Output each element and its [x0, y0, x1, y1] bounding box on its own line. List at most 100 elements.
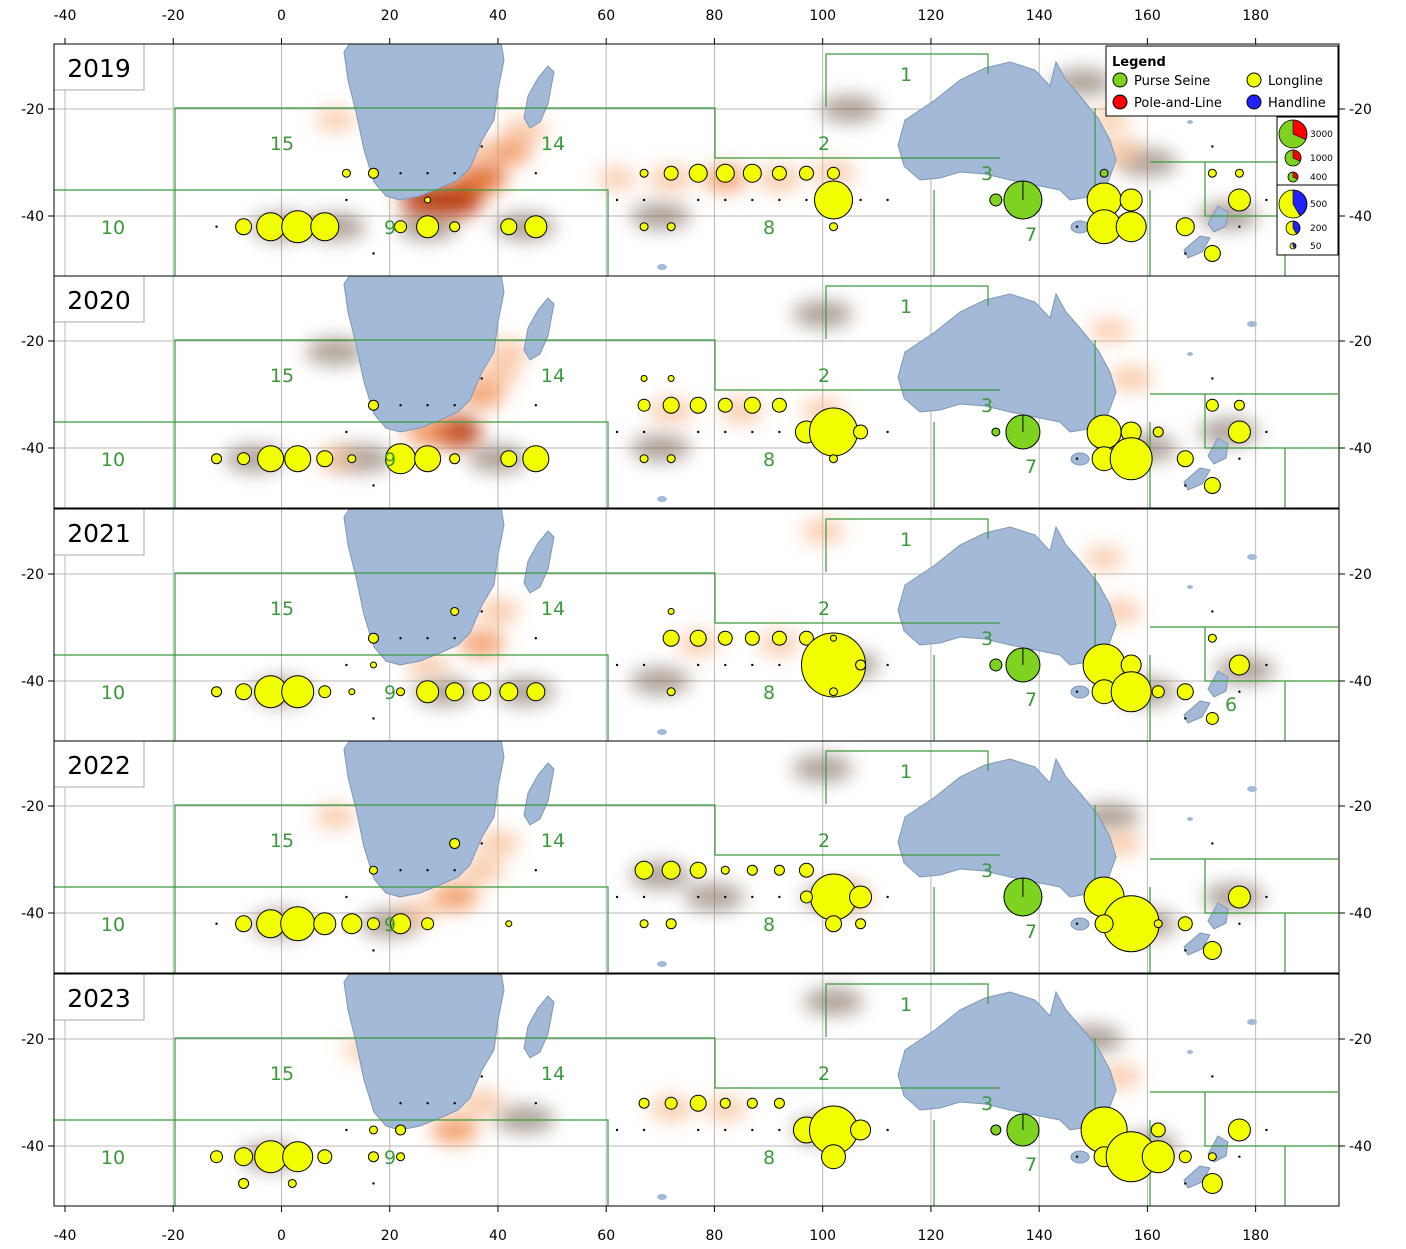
catch-density [476, 598, 520, 625]
low-catch-point [345, 663, 348, 667]
y-tick-label: -20 [21, 799, 44, 815]
area-label: 1 [900, 761, 912, 783]
low-catch-point [642, 663, 646, 667]
area-label: 10 [101, 682, 125, 704]
low-catch-point [399, 172, 402, 175]
longline-catch [1119, 188, 1143, 212]
catch-density [801, 518, 844, 544]
low-catch-point [1184, 252, 1187, 255]
area-label: 10 [101, 914, 125, 936]
legend-swatch [1112, 72, 1128, 88]
purse-seine-catch [989, 658, 1003, 672]
longline-catch [742, 163, 762, 183]
longline-catch [720, 865, 730, 875]
longline-catch [1227, 1118, 1251, 1142]
longline-catch [798, 862, 814, 878]
longline-catch [827, 166, 841, 180]
low-catch-point [345, 198, 348, 202]
low-catch-point [778, 663, 781, 667]
scale-label: 200 [1310, 224, 1327, 234]
catch-density [1089, 317, 1131, 343]
longline-catch [814, 180, 854, 220]
low-catch-point [697, 430, 700, 434]
longline-catch [639, 168, 649, 178]
longline-catch [639, 222, 649, 232]
longline-catch [689, 1094, 707, 1112]
low-catch-point [480, 377, 483, 380]
catch-density [431, 882, 479, 912]
low-catch-point [1265, 198, 1268, 202]
longline-catch [1234, 168, 1244, 178]
longline-catch [798, 630, 814, 646]
x-tick-label: 100 [809, 8, 836, 24]
legend-label: Handline [1268, 96, 1326, 111]
longline-catch [416, 215, 440, 239]
area-label: 8 [763, 1147, 775, 1169]
area-label: 10 [101, 217, 125, 239]
longline-catch [449, 221, 461, 233]
low-catch-point [642, 430, 646, 434]
area-label: 2 [818, 598, 830, 620]
longline-catch [771, 165, 787, 181]
scale-label: 1000 [1310, 154, 1333, 164]
longline-catch [368, 865, 378, 875]
low-catch-point [215, 225, 218, 228]
low-catch-point [534, 869, 538, 872]
longline-catch [368, 1125, 378, 1135]
longline-catch [773, 1097, 785, 1109]
longline-catch [424, 196, 432, 204]
longline-catch [282, 1141, 314, 1173]
year-panel-2020: 1 2 3 7 8 9 10 14 15 2020 -20 -20 -40 -40 [21, 275, 1372, 509]
area-label: 14 [541, 830, 565, 852]
longline-catch [414, 445, 442, 473]
y-tick-label: -40 [21, 674, 44, 690]
longline-catch [450, 606, 460, 616]
catch-density [1083, 545, 1125, 571]
x-tick-label: 80 [706, 1228, 724, 1244]
longline-catch [1177, 916, 1193, 932]
area-label: 3 [981, 163, 993, 185]
longline-catch [369, 661, 377, 669]
area-label: 6 [1225, 694, 1237, 716]
longline-catch [809, 407, 859, 457]
longline-catch [341, 168, 351, 178]
low-catch-point [1211, 842, 1214, 845]
low-catch-point [1211, 377, 1214, 380]
longline-catch [235, 683, 253, 701]
y-tick-label: -40 [1349, 674, 1372, 690]
low-catch-point [615, 198, 619, 202]
y-tick-label: -40 [1349, 906, 1372, 922]
y-tick-label: -20 [1349, 102, 1372, 118]
longline-catch [717, 630, 733, 646]
year-label: 2020 [67, 286, 131, 315]
longline-catch [1207, 1152, 1217, 1162]
low-catch-point [724, 663, 727, 667]
longline-catch [367, 399, 379, 411]
low-catch-point [345, 895, 348, 899]
low-catch-point [453, 404, 456, 407]
area-label: 10 [101, 1147, 125, 1169]
longline-catch [254, 1140, 288, 1174]
longline-catch [717, 397, 733, 413]
longline-catch [821, 1144, 847, 1170]
longline-catch [1110, 671, 1152, 713]
longline-catch [855, 918, 867, 930]
low-catch-point [615, 895, 619, 899]
legend-label: Purse Seine [1134, 74, 1210, 89]
legend-label: Pole-and-Line [1134, 96, 1222, 111]
longline-catch [746, 1097, 758, 1109]
longline-catch [1178, 1150, 1192, 1164]
legend-title: Legend [1112, 55, 1166, 70]
x-tick-label: 0 [277, 1228, 286, 1244]
effort-density [819, 95, 880, 123]
y-tick-label: -20 [1349, 1032, 1372, 1048]
catch-density [456, 163, 507, 194]
low-catch-point [1265, 663, 1268, 667]
low-catch-point [453, 1102, 456, 1105]
longline-catch [667, 607, 675, 615]
low-catch-point [1184, 484, 1187, 487]
low-catch-point [372, 717, 375, 720]
y-tick-label: -20 [1349, 567, 1372, 583]
longline-catch [366, 917, 380, 931]
